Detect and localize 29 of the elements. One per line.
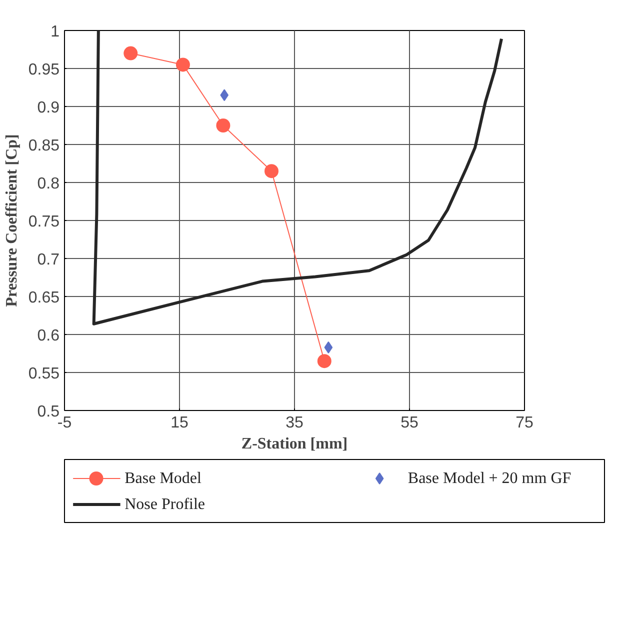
- y-axis-title: Pressure Coefficient [Cp]: [3, 134, 20, 307]
- y-tick-label: 0.85: [28, 138, 60, 154]
- legend-label: Base Model: [124, 470, 202, 487]
- y-tick-label: 0.65: [28, 290, 60, 306]
- y-tick-label: 0.5: [37, 404, 60, 420]
- point: [124, 46, 138, 60]
- point: [220, 89, 229, 102]
- point: [216, 118, 230, 132]
- x-tick-label: 55: [400, 414, 418, 432]
- x-tick-label: 35: [286, 414, 304, 432]
- line-series: [92, 30, 503, 326]
- point: [324, 341, 333, 354]
- point: [176, 58, 190, 72]
- y-tick-label: 0.75: [28, 214, 60, 230]
- x-tick-label: 15: [170, 414, 188, 432]
- y-tick-label: 0.95: [28, 62, 60, 78]
- y-tick-label: 1: [50, 24, 60, 40]
- y-tick-label: 0.7: [37, 252, 60, 268]
- legend-label: Base Model + 20 mm GF: [408, 470, 572, 487]
- y-tick-label: 0.6: [37, 328, 60, 344]
- y-tick-label: 0.55: [28, 366, 60, 382]
- point: [264, 164, 278, 178]
- y-tick-label: 0.8: [37, 176, 60, 192]
- x-tick-label: 75: [516, 414, 534, 432]
- x-axis-title: Z-Station [mm]: [241, 436, 348, 452]
- y-tick-label: 0.9: [37, 100, 60, 116]
- point: [317, 354, 332, 368]
- x-tick-label: -5: [57, 414, 72, 432]
- legend-label: Nose Profile: [124, 496, 206, 513]
